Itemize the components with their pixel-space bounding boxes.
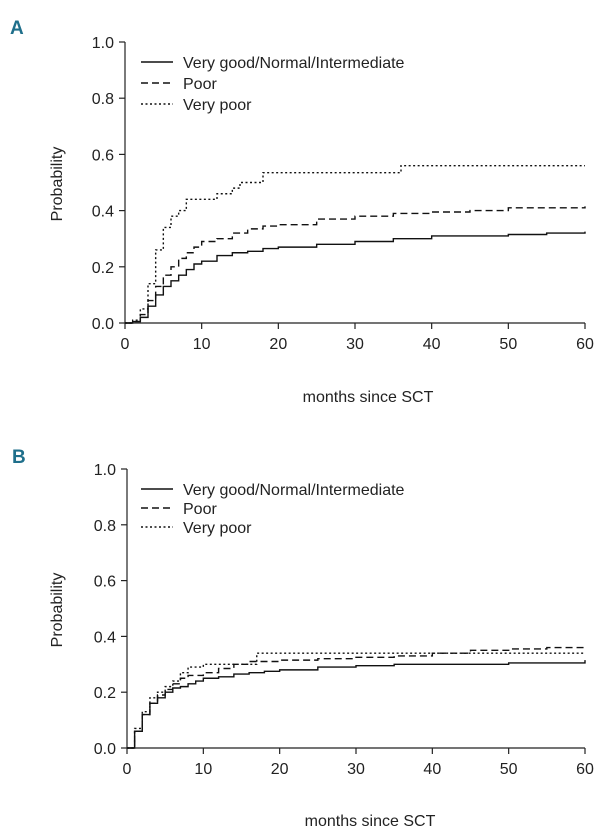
panel-a-label: A <box>10 18 24 39</box>
panel-a-series-line-3 <box>125 164 585 324</box>
panel-a-y-axis-title: Probability <box>49 147 66 222</box>
panel-b-legend-label-2: Poor <box>183 501 217 518</box>
panel-a-x-tick-label: 30 <box>346 336 364 353</box>
panel-b-series-line-1 <box>127 660 586 749</box>
panel-a-y-tick-label: 0.2 <box>92 260 114 277</box>
panel-b-legend-label-3: Very poor <box>183 520 252 537</box>
panel-a-x-tick-label: 0 <box>121 336 130 353</box>
panel-a-x-tick-label: 60 <box>576 336 594 353</box>
panel-a-x-tick-label: 20 <box>269 336 287 353</box>
panel-a-y-tick-label: 0.6 <box>92 147 114 164</box>
panel-b-y-tick-label: 0.6 <box>94 574 116 591</box>
panel-b-x-tick-label: 50 <box>500 761 518 778</box>
panel-a: A 0 10 20 30 40 50 60 0.0 0.2 0.4 0.6 0.8 1.0 Very go… <box>10 18 594 406</box>
panel-a-legend-label-2: Poor <box>183 76 217 93</box>
panel-b-x-tick-label: 10 <box>194 761 212 778</box>
panel-b-y-tick-label: 0.0 <box>94 741 116 758</box>
panel-a-y-tick-label: 0.4 <box>92 204 114 221</box>
panel-a-y-tick-label: 1.0 <box>92 35 114 52</box>
panel-b-x-tick-label: 20 <box>271 761 289 778</box>
panel-b-legend-label-1: Very good/Normal/Intermediate <box>183 482 405 499</box>
panel-b-y-tick-label: 1.0 <box>94 462 116 479</box>
panel-b-y-tick-label: 0.2 <box>94 685 116 702</box>
panel-a-series-line-1 <box>125 231 586 324</box>
panel-b-x-tick-label: 40 <box>423 761 441 778</box>
panel-b-label: B <box>12 447 26 468</box>
panel-a-x-tick-label: 40 <box>423 336 441 353</box>
panel-a-series-line-2 <box>125 206 586 324</box>
panel-a-x-tick-label: 10 <box>193 336 211 353</box>
panel-a-y-tick-label: 0.0 <box>92 316 114 333</box>
panel-b-series-line-3 <box>127 652 585 749</box>
panel-b-y-axis-title: Probability <box>49 573 66 648</box>
panel-a-legend-label-3: Very poor <box>183 97 252 114</box>
panel-b-series-line-2 <box>127 646 585 749</box>
panel-a-plot: 0 10 20 30 40 50 60 0.0 0.2 0.4 0.6 0.8 1.0 Very good… <box>92 35 594 353</box>
panel-a-legend-label-1: Very good/Normal/Intermediate <box>183 55 405 72</box>
panel-b-y-tick-label: 0.4 <box>94 629 116 646</box>
panel-a-y-tick-label: 0.8 <box>92 91 114 108</box>
panel-b: B 0 10 20 30 40 50 60 0.0 0.2 0.4 0.6 0.8 1.0 Very go… <box>12 447 594 830</box>
panel-b-x-tick-label: 60 <box>576 761 594 778</box>
panel-b-x-tick-label: 0 <box>123 761 132 778</box>
panel-b-x-axis-title: months since SCT <box>305 813 436 830</box>
panel-b-x-tick-label: 30 <box>347 761 365 778</box>
panel-a-x-axis-title: months since SCT <box>303 389 434 406</box>
panel-b-plot: 0 10 20 30 40 50 60 0.0 0.2 0.4 0.6 0.8 1.0 Very good… <box>94 462 594 778</box>
panel-a-x-tick-label: 50 <box>499 336 517 353</box>
panel-b-y-tick-label: 0.8 <box>94 518 116 535</box>
